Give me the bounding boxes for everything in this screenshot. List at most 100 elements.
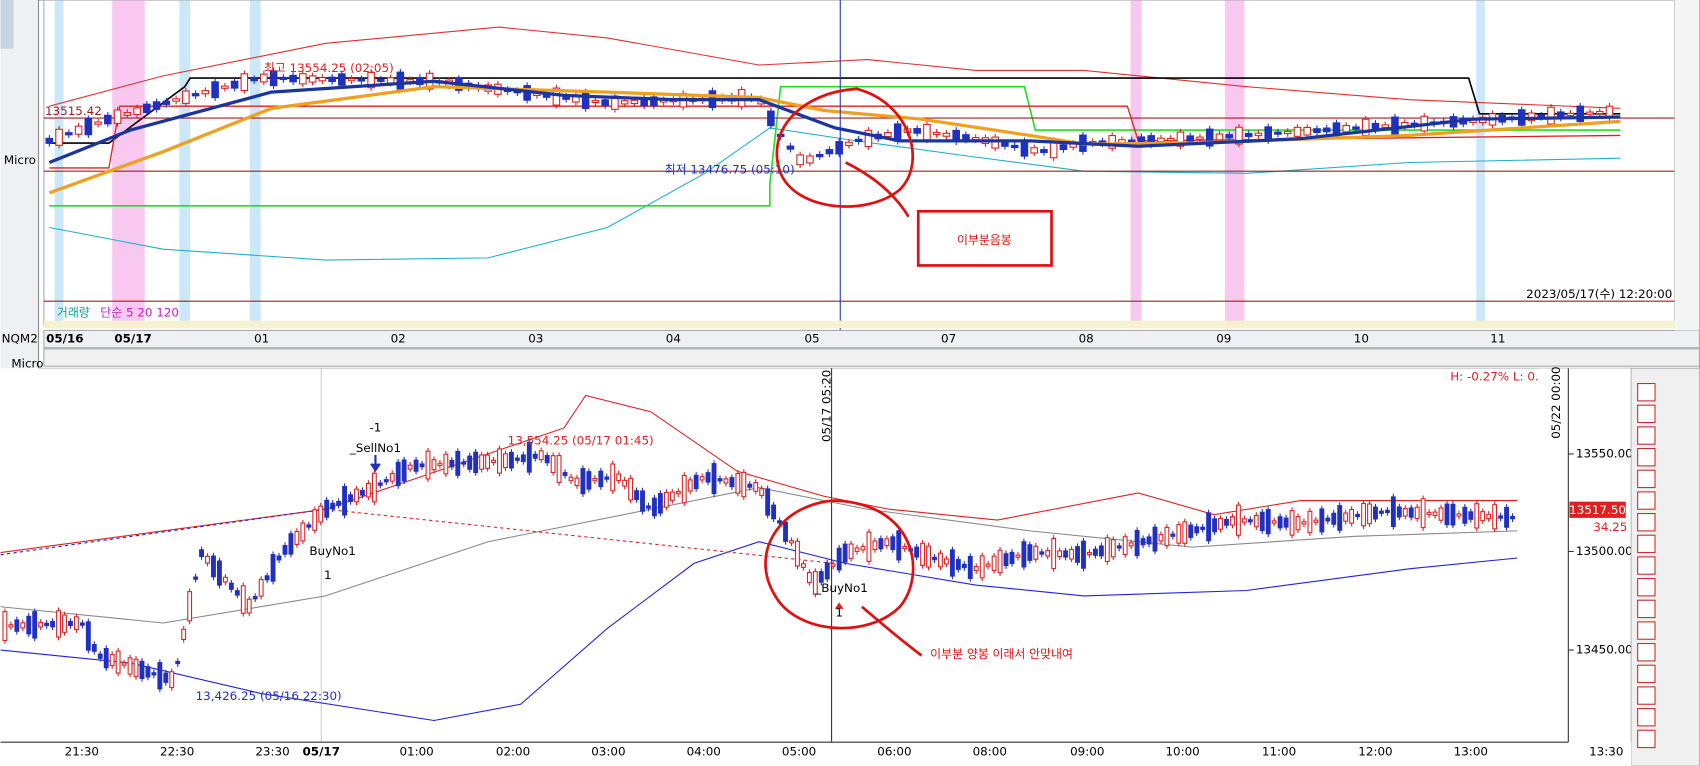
candle bbox=[1128, 542, 1134, 547]
candle bbox=[211, 555, 216, 578]
candle bbox=[338, 73, 346, 86]
tool-button[interactable] bbox=[1637, 664, 1656, 684]
candle bbox=[1010, 144, 1019, 149]
candle bbox=[836, 547, 842, 571]
candle bbox=[162, 100, 171, 105]
candle bbox=[348, 494, 353, 502]
candle bbox=[32, 611, 38, 639]
time-label: 04 bbox=[666, 332, 681, 346]
candle bbox=[591, 99, 600, 104]
candle bbox=[1057, 550, 1063, 558]
volume-strip bbox=[43, 320, 1675, 329]
candle bbox=[1474, 503, 1480, 529]
time-label: 03:00 bbox=[591, 744, 625, 758]
time-label: 05/16 bbox=[46, 332, 84, 346]
candle bbox=[1040, 149, 1048, 154]
candle bbox=[741, 471, 747, 498]
time-label: 02:00 bbox=[496, 744, 530, 758]
candle bbox=[45, 137, 54, 144]
candle bbox=[1104, 537, 1110, 563]
tool-button[interactable] bbox=[1637, 469, 1656, 489]
candle bbox=[1342, 125, 1351, 133]
candle bbox=[1009, 551, 1015, 565]
annotation-circle bbox=[775, 87, 915, 218]
tool-button[interactable] bbox=[1637, 556, 1656, 575]
trend-dotted bbox=[0, 508, 326, 556]
price-label: 13450.00 bbox=[1576, 643, 1633, 657]
tool-button[interactable] bbox=[1637, 426, 1656, 445]
time-label: 02 bbox=[391, 332, 406, 346]
candle bbox=[152, 101, 161, 110]
candle bbox=[1337, 505, 1343, 531]
datetime: 2023/05/17(수) 12:20:00 bbox=[1526, 287, 1672, 301]
candle bbox=[860, 546, 866, 551]
candle bbox=[497, 448, 502, 474]
high-note: 13,554.25 (05/17 01:45) bbox=[508, 433, 654, 447]
candle bbox=[854, 547, 860, 552]
candle bbox=[299, 73, 307, 85]
candle bbox=[1166, 137, 1175, 142]
candle bbox=[914, 546, 920, 558]
tool-button[interactable] bbox=[1637, 448, 1656, 467]
candle bbox=[1033, 545, 1039, 560]
candle bbox=[1444, 503, 1450, 526]
candle bbox=[377, 78, 385, 82]
candle bbox=[74, 125, 83, 135]
candle bbox=[1152, 526, 1158, 552]
candle bbox=[610, 463, 616, 492]
tool-button[interactable] bbox=[1637, 383, 1656, 402]
time-label: 05/17 bbox=[114, 332, 152, 346]
candle bbox=[151, 672, 157, 676]
candle bbox=[1092, 548, 1098, 556]
candle bbox=[103, 648, 109, 669]
candle bbox=[1367, 503, 1372, 525]
candle bbox=[133, 107, 141, 115]
time-label: 23:30 bbox=[255, 744, 289, 758]
candle bbox=[240, 585, 246, 614]
tool-button[interactable] bbox=[1637, 729, 1656, 749]
tool-button[interactable] bbox=[1637, 643, 1656, 662]
candle bbox=[1127, 139, 1136, 143]
candle bbox=[1069, 548, 1075, 560]
candle bbox=[1547, 106, 1555, 125]
stripe bbox=[1224, 0, 1245, 329]
candle bbox=[1277, 516, 1283, 529]
candle bbox=[854, 138, 863, 143]
candle bbox=[56, 610, 61, 638]
candle bbox=[1176, 131, 1185, 147]
tool-button[interactable] bbox=[1637, 534, 1656, 554]
candle bbox=[258, 578, 264, 597]
lower-band bbox=[49, 127, 1621, 261]
candle bbox=[616, 473, 622, 482]
candle bbox=[308, 75, 317, 83]
candle bbox=[395, 461, 401, 487]
candle bbox=[634, 490, 639, 501]
candle bbox=[923, 123, 931, 141]
candle bbox=[187, 591, 193, 622]
candle bbox=[1274, 131, 1282, 135]
scrollbar[interactable] bbox=[43, 348, 1700, 367]
candle bbox=[783, 521, 788, 542]
candle bbox=[360, 490, 365, 496]
tool-button[interactable] bbox=[1637, 491, 1656, 510]
candle bbox=[228, 582, 234, 590]
time-label: 21:30 bbox=[65, 744, 99, 758]
tool-button[interactable] bbox=[1637, 686, 1656, 705]
candle bbox=[8, 624, 14, 628]
tool-button[interactable] bbox=[1637, 621, 1656, 640]
annotation-box bbox=[916, 209, 1053, 267]
tool-button[interactable] bbox=[1637, 404, 1656, 424]
candle bbox=[216, 560, 222, 586]
candle bbox=[181, 628, 187, 640]
tool-button[interactable] bbox=[1637, 708, 1656, 727]
candle bbox=[1098, 545, 1104, 557]
tool-button[interactable] bbox=[1637, 578, 1656, 597]
tool-button[interactable] bbox=[1637, 599, 1656, 619]
tool-button[interactable] bbox=[1637, 513, 1656, 532]
candle bbox=[1402, 507, 1408, 517]
candle bbox=[890, 536, 896, 550]
candle bbox=[115, 650, 121, 674]
candle bbox=[1576, 105, 1585, 122]
candle bbox=[73, 616, 79, 631]
